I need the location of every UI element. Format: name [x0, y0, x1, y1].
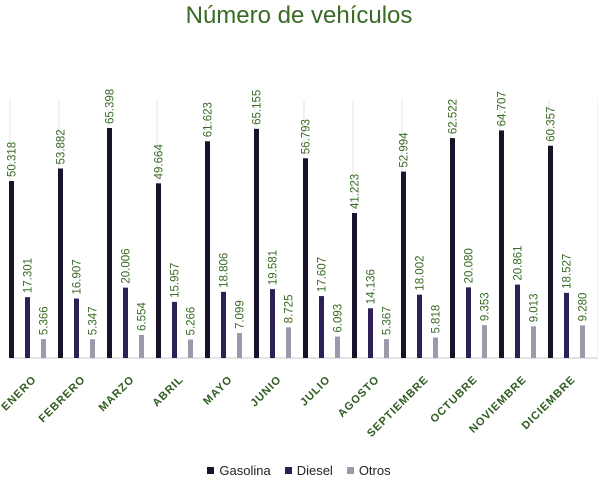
legend-swatch-diesel — [284, 467, 292, 474]
data-label-otros: 5.367 — [382, 306, 394, 335]
data-label-gasolina: 56.793 — [301, 119, 313, 154]
data-label-diesel: 17.607 — [317, 257, 329, 292]
data-label-diesel: 20.861 — [513, 245, 525, 280]
data-label-diesel: 17.301 — [23, 258, 35, 293]
bar-gasolina — [450, 138, 455, 358]
data-label-gasolina: 50.318 — [7, 142, 19, 177]
data-label-otros: 8.725 — [284, 295, 296, 324]
data-label-otros: 5.818 — [431, 305, 443, 334]
data-label-otros: 7.099 — [235, 300, 247, 329]
bar-diesel — [221, 291, 226, 358]
data-label-gasolina: 53.882 — [56, 129, 68, 164]
bar-gasolina — [254, 128, 259, 358]
bar-layer — [9, 128, 585, 358]
category-label: AGOSTO — [336, 374, 382, 420]
data-label-gasolina: 65.398 — [105, 89, 117, 124]
bar-diesel — [564, 292, 569, 358]
bar-gasolina — [401, 171, 406, 358]
bar-otros — [531, 326, 536, 358]
data-label-otros: 9.353 — [480, 292, 492, 321]
data-label-layer: 50.318 17.301 5.366 53.882 16.907 5.347 65.398… — [7, 89, 590, 336]
bar-gasolina — [205, 141, 210, 358]
category-label: MAYO — [201, 374, 235, 408]
bar-otros — [237, 333, 242, 358]
bar-diesel — [466, 287, 471, 358]
bar-otros — [41, 339, 46, 358]
data-label-gasolina: 49.664 — [154, 144, 166, 180]
data-label-gasolina: 61.623 — [203, 102, 215, 137]
data-label-otros: 5.347 — [88, 306, 100, 335]
data-label-gasolina: 62.522 — [448, 99, 460, 134]
category-label: JULIO — [298, 374, 333, 409]
bar-gasolina — [58, 168, 63, 358]
data-label-diesel: 14.136 — [366, 269, 378, 304]
bar-diesel — [368, 308, 373, 358]
bar-gasolina — [156, 183, 161, 358]
data-label-gasolina: 65.155 — [252, 90, 264, 125]
data-label-otros: 6.554 — [137, 302, 149, 331]
data-label-gasolina: 60.357 — [546, 107, 558, 142]
legend: Gasolina Diesel Otros — [0, 463, 598, 478]
legend-item-gasolina: Gasolina — [207, 463, 271, 478]
data-label-gasolina: 64.707 — [497, 91, 509, 126]
data-label-otros: 9.013 — [529, 294, 541, 323]
legend-label-diesel: Diesel — [296, 463, 333, 478]
bar-otros — [335, 336, 340, 358]
legend-item-diesel: Diesel — [284, 463, 333, 478]
bar-diesel — [25, 297, 30, 358]
bar-gasolina — [548, 145, 553, 358]
legend-label-gasolina: Gasolina — [219, 463, 271, 478]
bar-diesel — [319, 296, 324, 358]
data-label-diesel: 18.002 — [415, 256, 427, 291]
bar-diesel — [270, 289, 275, 358]
bar-otros — [384, 339, 389, 358]
bar-otros — [139, 334, 144, 358]
data-label-gasolina: 52.994 — [399, 132, 411, 168]
chart-title: Número de vehículos — [185, 2, 413, 29]
category-label: MARZO — [97, 374, 138, 415]
legend-label-otros: Otros — [358, 463, 391, 478]
bar-otros — [286, 327, 291, 358]
data-label-diesel: 18.806 — [219, 253, 231, 288]
bar-diesel — [515, 284, 520, 358]
data-label-otros: 5.266 — [186, 307, 198, 336]
category-label: JUNIO — [248, 374, 284, 410]
data-label-diesel: 18.527 — [562, 254, 574, 289]
legend-swatch-gasolina — [207, 467, 215, 474]
data-label-diesel: 15.957 — [170, 263, 182, 298]
bar-otros — [188, 339, 193, 358]
bar-diesel — [123, 287, 128, 358]
data-label-otros: 6.093 — [333, 304, 345, 333]
bar-gasolina — [9, 181, 14, 358]
bar-diesel — [417, 294, 422, 358]
legend-swatch-otros — [346, 467, 354, 474]
category-label: FEBRERO — [37, 374, 88, 425]
data-label-diesel: 20.080 — [464, 248, 476, 283]
bar-otros — [433, 337, 438, 358]
bar-gasolina — [107, 128, 112, 358]
bar-otros — [482, 325, 487, 358]
data-label-otros: 9.280 — [578, 293, 590, 322]
data-label-otros: 5.366 — [39, 306, 51, 335]
bar-gasolina — [303, 158, 308, 358]
bar-diesel — [172, 301, 177, 358]
category-label: OCTUBRE — [428, 374, 480, 426]
category-label: ENERO — [0, 374, 39, 414]
data-label-diesel: 16.907 — [72, 259, 84, 294]
bar-gasolina — [499, 130, 504, 358]
bar-gasolina — [352, 213, 357, 358]
data-label-diesel: 19.581 — [268, 250, 280, 285]
bar-otros — [580, 325, 585, 358]
category-label: ABRIL — [150, 374, 186, 410]
bar-otros — [90, 339, 95, 358]
bar-diesel — [74, 298, 79, 358]
data-label-gasolina: 41.223 — [350, 174, 362, 209]
legend-item-otros: Otros — [346, 463, 391, 478]
data-label-diesel: 20.006 — [121, 248, 133, 283]
